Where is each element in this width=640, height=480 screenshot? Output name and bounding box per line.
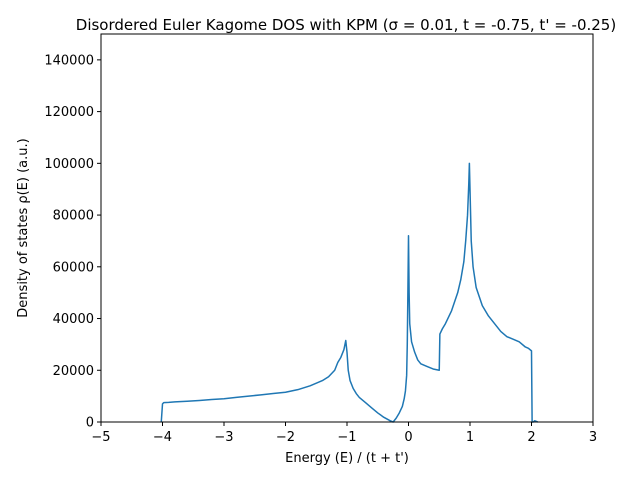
x-tick-label: 3 <box>589 430 597 445</box>
x-tick-label: 0 <box>404 430 412 445</box>
y-tick-label: 40000 <box>53 312 94 327</box>
y-tick-label: 140000 <box>44 53 94 68</box>
chart-title: Disordered Euler Kagome DOS with KPM (σ … <box>76 16 616 34</box>
y-tick-label: 0 <box>86 416 94 431</box>
x-tick-label: 1 <box>466 430 474 445</box>
x-tick-label: −1 <box>337 430 356 445</box>
x-tick-label: −2 <box>276 430 295 445</box>
x-tick-label: −5 <box>91 430 110 445</box>
y-tick-label: 100000 <box>44 157 94 172</box>
x-tick-label: −3 <box>214 430 233 445</box>
y-tick-label: 80000 <box>53 209 94 224</box>
y-axis-label: Density of states ρ(E) (a.u.) <box>16 138 31 317</box>
x-tick-label: 2 <box>527 430 535 445</box>
x-tick-label: −4 <box>153 430 172 445</box>
axes-frame <box>100 33 594 423</box>
x-axis-ticks: −5 −4 −3 −2 −1 0 1 2 3 <box>91 422 597 445</box>
y-tick-label: 120000 <box>44 105 94 120</box>
y-axis-ticks: 0 20000 40000 60000 80000 100000 120000 140000 <box>44 53 101 431</box>
y-tick-label: 20000 <box>53 364 94 379</box>
dos-series-line <box>160 162 538 423</box>
x-axis-label: Energy (E) / (t + t') <box>285 451 409 466</box>
y-tick-label: 60000 <box>53 260 94 275</box>
